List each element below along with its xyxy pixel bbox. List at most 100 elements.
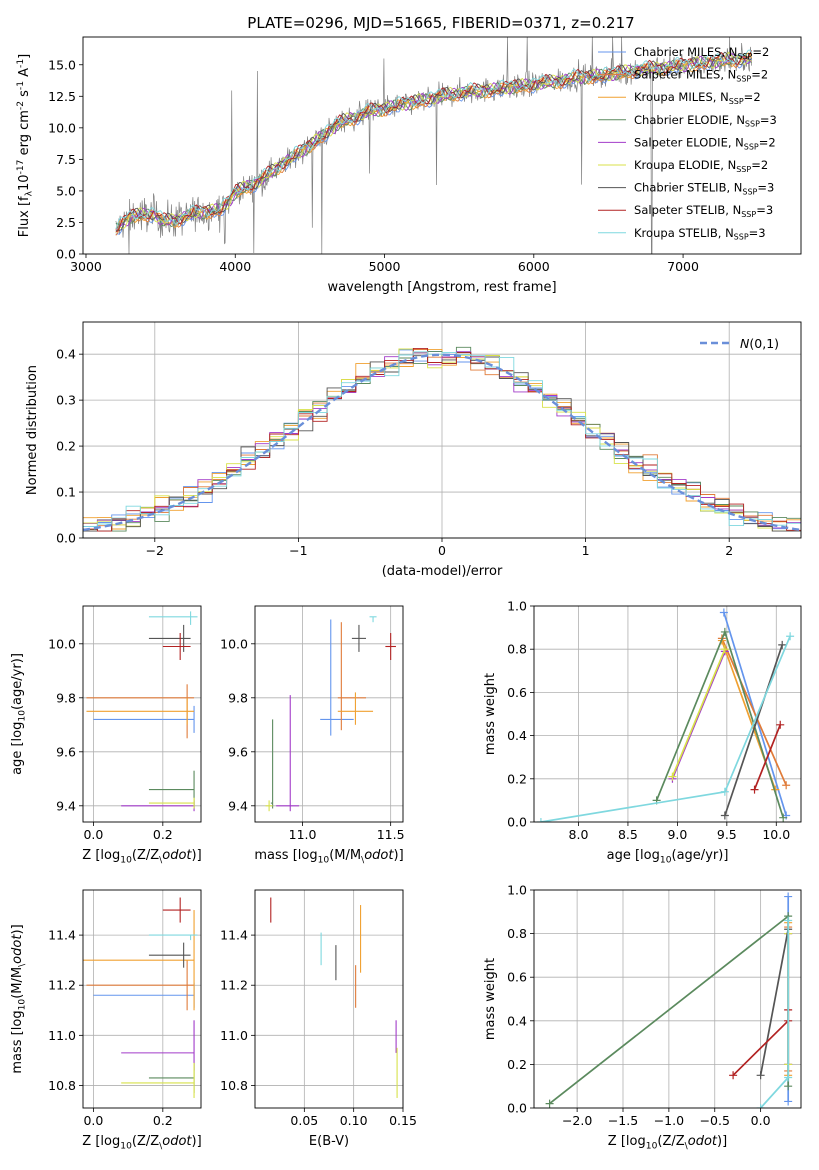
label-segment: e — [483, 698, 498, 706]
label-segment: s — [17, 90, 32, 97]
label-segment: / — [10, 978, 25, 983]
legend-label: Kroupa STELIB, NSSP=3 — [634, 226, 766, 242]
label-segment: 3 — [770, 113, 777, 127]
label-segment: n — [373, 280, 381, 295]
x-tick-label: 2 — [725, 543, 733, 558]
mass-weight-line — [753, 724, 781, 790]
label-segment: N — [733, 203, 742, 217]
label-segment: b — [25, 398, 40, 406]
label-segment: T — [693, 181, 702, 195]
axes-mass-vs-Z: 0.0 0.210.811.011.211.4Z [log10(Z/Z\odot)… — [10, 889, 202, 1151]
label-segment: m — [421, 564, 434, 579]
label-segment: r — [10, 663, 25, 669]
label-segment: Z — [150, 848, 159, 863]
x-tick-label: 6000 — [518, 259, 550, 274]
label-segment: ( — [657, 1134, 662, 1149]
label-segment: B — [719, 181, 727, 195]
label-segment: r — [484, 280, 490, 295]
axes-frame — [82, 605, 202, 823]
label-segment: L — [708, 203, 715, 217]
label-segment: Z — [82, 1134, 91, 1149]
y-tick-label: 5.0 — [56, 183, 76, 198]
x-tick-label: −1.5 — [608, 1113, 638, 1128]
model-spectrum-line — [115, 52, 752, 228]
label-segment: ) — [192, 1134, 197, 1149]
axes-frame — [533, 605, 802, 823]
label-segment: ( — [132, 848, 137, 863]
label-segment: SSP — [737, 52, 752, 61]
y-tick-label: 9.4 — [228, 798, 248, 813]
mass-weight-line — [671, 648, 726, 777]
x-tick-label: 0.2 — [153, 827, 173, 842]
label-segment: i — [668, 181, 671, 195]
label-segment: o — [104, 848, 112, 863]
label-segment: SSP — [734, 233, 749, 242]
label-segment: e — [10, 751, 25, 759]
label-segment: p — [652, 135, 659, 149]
mass-weight-marker — [545, 1099, 554, 1108]
label-segment: T — [692, 203, 701, 217]
label-segment: F — [17, 230, 32, 237]
y-tick-label: 10.0 — [48, 636, 76, 651]
label-segment: \ — [361, 855, 365, 865]
label-segment: i — [483, 980, 498, 984]
x-tick-label: 11.0 — [289, 827, 317, 842]
axes-frame — [533, 889, 802, 1109]
label-segment: -17 — [16, 159, 26, 174]
label-segment: s — [25, 420, 40, 427]
y-tick-label: 9.8 — [228, 690, 248, 705]
y-tick-label: 11.4 — [48, 928, 76, 943]
label-segment: r — [642, 158, 647, 172]
x-axis-label: mass [log10(M/M\odot)] — [254, 848, 403, 865]
label-segment: p — [660, 90, 667, 104]
label-segment: a — [649, 45, 656, 59]
label-segment: ] — [723, 848, 728, 863]
label-segment: d — [170, 848, 179, 863]
label-segment: e — [672, 181, 679, 195]
label-segment: = — [749, 226, 759, 240]
label-segment: o — [104, 1134, 112, 1149]
mass-weight-line — [759, 929, 790, 1076]
y-tick-label: 0.1 — [56, 485, 76, 500]
label-segment: d — [372, 848, 381, 863]
label-segment: ] — [17, 54, 32, 59]
errorbar-point — [270, 719, 274, 809]
label-segment: g — [10, 689, 25, 697]
label-segment: E — [693, 226, 700, 240]
label-segment: e — [670, 203, 677, 217]
ticks: −2.0 −1.5 −1.0 −0.5 0.0 0.0 0.2 0.4 0.6 0.8 1.0 — [507, 883, 771, 1129]
label-segment: r — [25, 471, 40, 477]
y-tick-label: 7.5 — [56, 152, 76, 167]
label-segment: I — [718, 113, 721, 127]
label-segment: ) — [10, 929, 25, 934]
errorbar-point — [121, 800, 195, 812]
mass-weight-marker — [784, 1073, 793, 1082]
label-segment: [ — [95, 1134, 100, 1149]
mass-weight-marker — [776, 720, 785, 729]
label-segment: 10 — [318, 855, 330, 865]
label-segment: g — [638, 1134, 646, 1149]
label-segment: h — [642, 113, 649, 127]
label-segment: s — [10, 1046, 25, 1053]
label-segment: g — [685, 848, 693, 863]
label-segment: a — [677, 848, 685, 863]
label-segment: t — [483, 673, 498, 678]
label-segment: n — [421, 280, 429, 295]
label-segment: / — [466, 564, 471, 579]
label-segment: M — [687, 45, 697, 59]
label-segment: S — [634, 68, 641, 82]
errorbar-point — [320, 619, 354, 736]
label-segment: m — [483, 742, 498, 755]
mass-weight-marker — [719, 608, 728, 617]
label-segment: N — [25, 485, 40, 495]
label-segment: [ — [635, 848, 640, 863]
label-segment: o — [162, 848, 170, 863]
mass-weight-marker — [779, 813, 788, 822]
label-segment: h — [483, 963, 498, 971]
x-axis-label: E(B-V) — [309, 1134, 349, 1149]
label-segment: L — [692, 90, 699, 104]
label-segment: y — [705, 848, 713, 863]
label-segment: ( — [382, 564, 387, 579]
label-segment: / — [146, 848, 151, 863]
label-segment: V — [335, 1134, 344, 1149]
